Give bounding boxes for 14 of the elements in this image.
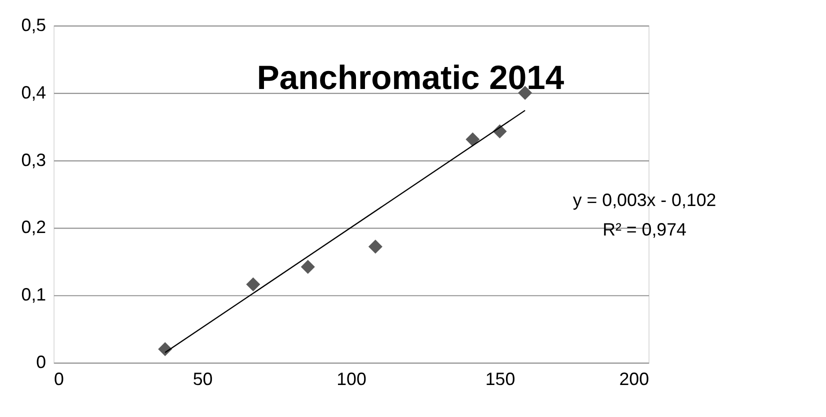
- annotation: R² = 0,974: [602, 220, 686, 240]
- annotation: y = 0,003x - 0,102: [572, 190, 716, 210]
- y-tick-label: 0,2: [21, 217, 46, 238]
- y-tick-label: 0,4: [21, 82, 46, 102]
- y-tick-label: 0: [36, 352, 46, 372]
- text: Panchromatic 2014: [256, 58, 564, 97]
- x-tick-label: 0: [54, 368, 64, 389]
- x-tick-label: 100: [336, 368, 366, 389]
- x-tick-label: 50: [192, 368, 213, 389]
- y-tick-label: 0,1: [21, 284, 46, 305]
- x-tick-label: 150: [485, 368, 516, 389]
- y-tick-label: 0,3: [21, 150, 46, 170]
- y-tick-label: 0,5: [21, 14, 46, 35]
- x-tick-label: 200: [619, 368, 650, 389]
